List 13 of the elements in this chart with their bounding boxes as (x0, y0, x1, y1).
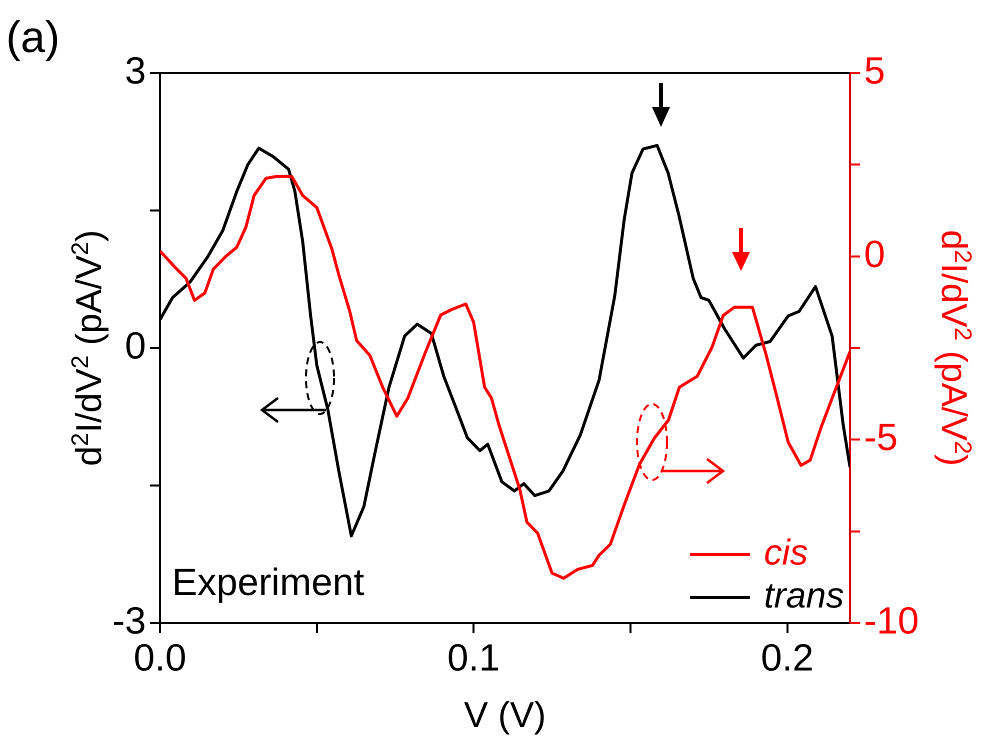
legend-label: trans (764, 574, 844, 616)
legend-label: cis (764, 532, 808, 573)
annotation: Experiment (172, 562, 365, 604)
y2-tick-label: -5 (864, 417, 898, 460)
y2-tick-label: -10 (864, 600, 919, 642)
x-axis-title: V (V) (464, 694, 546, 735)
y-tick-label: 0 (124, 325, 146, 368)
y2-tick-label: 0 (864, 234, 886, 276)
x-tick-label: 0.2 (760, 637, 814, 680)
y-tick-label: 3 (124, 50, 146, 92)
text: (a) (6, 13, 60, 62)
y2-tick-label: 5 (864, 50, 886, 92)
x-tick-label: 0.1 (447, 637, 500, 680)
